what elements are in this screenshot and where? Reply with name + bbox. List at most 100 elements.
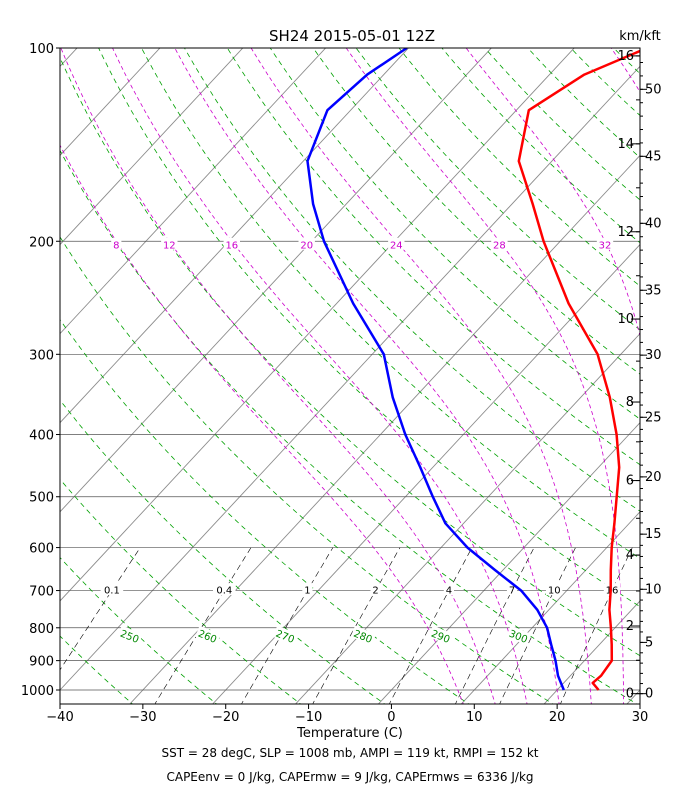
mixing-ratio-label-group: 10 xyxy=(546,583,563,597)
dry-adiabat-line xyxy=(484,48,640,201)
dry-adiabat-line xyxy=(684,34,700,707)
x-tick-label: 30 xyxy=(632,710,649,725)
dry-adiabat-line xyxy=(60,149,638,704)
mixing-ratio-line xyxy=(241,547,334,704)
mixing-ratio-label-bg xyxy=(603,583,621,596)
dry-adiabat-line xyxy=(441,48,640,244)
dry-adiabat-label-bg xyxy=(350,625,377,646)
x-tick-label: 0 xyxy=(387,710,395,725)
moist-adiabat-line xyxy=(174,48,560,704)
dry-adiabat-line xyxy=(60,318,470,704)
x-tick-label: −30 xyxy=(129,710,156,725)
x-tick-label: −20 xyxy=(212,710,239,725)
x-tick-label: −10 xyxy=(295,710,322,725)
moist-adiabat-label-group: 20 xyxy=(298,237,315,251)
dry-adiabat-label: 290 xyxy=(429,629,451,646)
isotherm-line xyxy=(377,422,640,704)
dry-adiabat-line xyxy=(184,48,640,512)
mixing-ratio-line xyxy=(455,547,535,704)
mixing-ratio-label: 10 xyxy=(548,586,561,597)
x-tick-label: 20 xyxy=(549,710,566,725)
dry-adiabat-label: 260 xyxy=(196,629,218,646)
kft-tick-label: 15 xyxy=(645,527,662,542)
mixing-ratio-label: 16 xyxy=(606,586,619,597)
profile-series xyxy=(306,48,640,691)
mixing-ratio-label: 0.1 xyxy=(104,586,120,597)
dry-adiabat-line xyxy=(642,34,700,707)
moist-adiabat-label-group: 28 xyxy=(491,237,508,251)
mixing-ratio-label-bg xyxy=(546,583,563,596)
isotherm-line xyxy=(60,48,410,424)
moist-adiabat-label-bg xyxy=(388,237,405,250)
km-tick-label: 2 xyxy=(626,619,634,634)
dry-adiabat-label-bg xyxy=(272,625,299,646)
mixing-ratio-lines xyxy=(60,547,633,704)
dry-adiabat-line xyxy=(527,48,640,159)
dry-adiabat-label-group: 290 xyxy=(428,625,454,646)
x-tick-label: −40 xyxy=(46,710,73,725)
km-tick-label: 0 xyxy=(626,687,634,702)
dry-adiabat-label-group: 280 xyxy=(350,625,377,646)
km-tick-label: 14 xyxy=(617,137,634,152)
moist-adiabat-label: 16 xyxy=(225,240,238,251)
mixing-ratio-label: 4 xyxy=(446,586,452,597)
mixing-ratio-label-group: 0.1 xyxy=(100,583,124,597)
moist-adiabat-label: 32 xyxy=(599,240,612,251)
moist-adiabat-label-group: 8 xyxy=(111,237,122,251)
moist-adiabat-label-group: 16 xyxy=(223,237,240,251)
x-tick-label: 10 xyxy=(466,710,483,725)
mixing-ratio-label-bg xyxy=(213,583,236,596)
moist-adiabat-line xyxy=(60,144,464,704)
dry-adiabat-line xyxy=(60,478,302,704)
moist-adiabat-label: 8 xyxy=(113,240,119,251)
isotherm-line xyxy=(60,48,492,513)
mixing-ratio-label: 7 xyxy=(509,586,515,597)
pressure-tick-label: 600 xyxy=(29,542,54,557)
moist-adiabat-line xyxy=(610,48,640,93)
plot-frame xyxy=(59,47,641,705)
kft-tick-label: 40 xyxy=(645,216,662,231)
mixing-ratio-label-group: 0.4 xyxy=(213,583,236,597)
dry-adiabat-label-bg xyxy=(506,625,532,646)
isotherm-line xyxy=(460,511,640,704)
dry-adiabat-line xyxy=(60,236,554,704)
mixing-ratio-label: 0.4 xyxy=(216,586,232,597)
moist-adiabat-line xyxy=(345,48,624,704)
x-axis-title: Temperature (C) xyxy=(296,726,403,741)
mixing-ratio-line xyxy=(154,547,252,704)
moist-adiabat-label-bg xyxy=(111,237,122,250)
moist-adiabat-label: 28 xyxy=(493,240,506,251)
mixing-ratio-line xyxy=(388,547,473,704)
mixing-ratio-line xyxy=(560,547,633,704)
moist-adiabat-lines xyxy=(60,48,640,704)
mixing-ratio-label-bg xyxy=(100,583,124,596)
dry-adiabat-line xyxy=(570,48,640,116)
moist-adiabat-line xyxy=(250,48,592,704)
chart-title: SH24 2015-05-01 12Z xyxy=(269,27,435,45)
isotherm-line xyxy=(60,48,575,602)
dewpoint-line xyxy=(306,48,565,691)
moist-adiabat-label: 20 xyxy=(300,240,313,251)
moist-adiabat-label-bg xyxy=(596,237,614,250)
isotherm-line xyxy=(294,332,640,704)
isotherm-line xyxy=(60,48,161,157)
pressure-tick-label: 800 xyxy=(29,622,54,637)
kft-tick-label: 25 xyxy=(645,410,662,425)
dry-adiabat-label-bg xyxy=(428,625,454,646)
pressure-tick-label: 700 xyxy=(29,585,54,600)
pressure-tick-label: 900 xyxy=(29,655,54,670)
height-axis-label: km/kft xyxy=(619,29,661,44)
moist-adiabat-label: 24 xyxy=(390,240,403,251)
dry-adiabat-lines xyxy=(60,34,700,707)
moist-adiabat-label-group: 12 xyxy=(161,237,178,251)
kft-tick-label: 10 xyxy=(645,582,662,597)
pressure-tick-label: 500 xyxy=(29,491,54,506)
mixing-ratio-label-group: 2 xyxy=(370,583,381,597)
km-tick-label: 4 xyxy=(626,548,634,563)
isotherm-line xyxy=(60,48,78,68)
summary-line-1: SST = 28 degC, SLP = 1008 mb, AMPI = 119… xyxy=(161,746,538,760)
dry-adiabat-line xyxy=(60,635,134,704)
dry-adiabat-label-group: 300 xyxy=(506,625,532,646)
dry-adiabat-line xyxy=(312,48,640,375)
